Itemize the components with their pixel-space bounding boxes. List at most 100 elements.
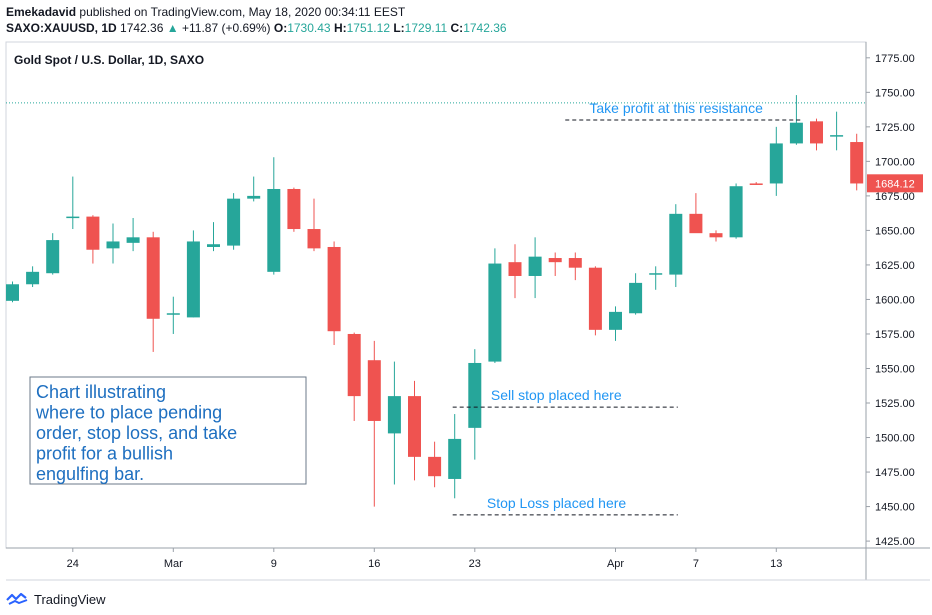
candle-body[interactable] <box>166 313 180 315</box>
candle-body[interactable] <box>6 284 19 301</box>
candle-body[interactable] <box>267 188 281 272</box>
note-text-line: where to place pending <box>35 403 222 423</box>
symbol-label: SAXO:XAUUSD, 1D <box>6 21 117 35</box>
brand-label[interactable]: TradingView <box>34 591 106 607</box>
candle-body[interactable] <box>287 188 301 230</box>
low-label: L: <box>393 21 405 35</box>
candle-body[interactable] <box>850 142 864 184</box>
price-change: +11.87 (+0.69%) <box>182 21 271 35</box>
candle-body[interactable] <box>588 267 602 330</box>
y-tick-label: 1575.00 <box>875 329 915 341</box>
candle-body[interactable] <box>468 362 482 428</box>
candle-body[interactable] <box>548 258 562 263</box>
y-tick-label: 1725.00 <box>875 122 915 134</box>
y-tick-label: 1675.00 <box>875 191 915 203</box>
y-tick-label: 1625.00 <box>875 260 915 272</box>
candle-body[interactable] <box>428 456 442 477</box>
ohlc-line: SAXO:XAUUSD, 1D 1742.36 ▲ +11.87 (+0.69%… <box>6 20 507 36</box>
y-tick-label: 1450.00 <box>875 502 915 514</box>
x-tick-label: Apr <box>607 558 624 570</box>
candle-body[interactable] <box>749 183 763 185</box>
close-value: 1742.36 <box>463 21 507 35</box>
note-text-line: order, stop loss, and take <box>36 423 237 443</box>
x-tick-label: Mar <box>164 558 183 570</box>
candle-body[interactable] <box>327 246 341 332</box>
open-value: 1730.43 <box>287 21 331 35</box>
footer: TradingView <box>6 588 106 610</box>
author-name[interactable]: Emekadavid <box>6 5 77 19</box>
candle-body[interactable] <box>387 396 401 434</box>
sell-stop-label: Sell stop placed here <box>491 387 622 403</box>
candle-body[interactable] <box>568 258 582 268</box>
stop-loss-label: Stop Loss placed here <box>487 495 627 511</box>
x-tick-label: 13 <box>770 558 782 570</box>
low-value: 1729.11 <box>404 21 448 35</box>
candle-body[interactable] <box>247 195 261 199</box>
y-tick-label: 1525.00 <box>875 398 915 410</box>
candle-body[interactable] <box>649 273 663 275</box>
chart-header: Emekadavid published on TradingView.com,… <box>6 4 507 36</box>
note-text: Chart illustrating where to place pending… <box>35 382 237 484</box>
x-tick-label: 9 <box>271 558 277 570</box>
candle-body[interactable] <box>307 229 321 249</box>
y-tick-label: 1500.00 <box>875 433 915 445</box>
x-tick-label: 24 <box>67 558 79 570</box>
candle-body[interactable] <box>66 216 80 219</box>
last-price-tag-label: 1684.12 <box>875 178 915 190</box>
candle-body[interactable] <box>347 333 361 397</box>
candle-body[interactable] <box>86 216 100 250</box>
y-tick-label: 1775.00 <box>875 53 915 65</box>
take-profit-label: Take profit at this resistance <box>589 100 763 116</box>
note-text-line: engulfing bar. <box>36 464 144 484</box>
note-text-line: profit for a bullish <box>36 444 173 464</box>
y-tick-label: 1425.00 <box>875 536 915 548</box>
candle-body[interactable] <box>146 237 160 319</box>
note-box[interactable] <box>29 376 307 485</box>
candle-body[interactable] <box>408 396 421 457</box>
candle-body[interactable] <box>367 360 381 421</box>
candle-body[interactable] <box>609 311 622 330</box>
open-label: O: <box>273 21 288 35</box>
high-value: 1751.12 <box>346 21 390 35</box>
candle-body[interactable] <box>488 263 502 362</box>
candle-body[interactable] <box>126 237 140 243</box>
candle-body[interactable] <box>729 186 743 238</box>
candle-body[interactable] <box>669 213 683 275</box>
y-tick-label: 1600.00 <box>875 294 915 306</box>
candle-body[interactable] <box>26 271 40 285</box>
candle-body[interactable] <box>810 121 823 144</box>
tradingview-logo-icon[interactable] <box>6 592 30 606</box>
candle-body[interactable] <box>46 240 60 274</box>
publish-line: Emekadavid published on TradingView.com,… <box>6 4 507 20</box>
last-price-tag <box>867 174 923 193</box>
y-tick-label: 1550.00 <box>875 363 915 375</box>
candle-body[interactable] <box>709 233 723 238</box>
candle-body[interactable] <box>207 244 220 247</box>
candle-body[interactable] <box>830 135 844 137</box>
note-text-line: Chart illustrating <box>36 382 166 402</box>
up-arrow-icon: ▲ <box>166 21 179 35</box>
y-tick-label: 1475.00 <box>875 467 915 479</box>
high-label: H: <box>333 21 347 35</box>
x-tick-label: 23 <box>469 558 481 570</box>
candle-body[interactable] <box>528 256 542 276</box>
candle-body[interactable] <box>508 262 522 276</box>
candle-body[interactable] <box>448 438 462 479</box>
candle-body[interactable] <box>789 122 803 144</box>
y-tick-label: 1750.00 <box>875 87 915 99</box>
candle-body[interactable] <box>106 241 120 249</box>
last-price: 1742.36 <box>120 21 164 35</box>
published-text: published on TradingView.com, May 18, 20… <box>79 5 406 19</box>
y-tick-label: 1700.00 <box>875 156 915 168</box>
y-tick-label: 1650.00 <box>875 225 915 237</box>
close-label: C: <box>450 21 464 35</box>
x-tick-label: 7 <box>693 558 699 570</box>
candle-body[interactable] <box>769 143 783 184</box>
chart-title: Gold Spot / U.S. Dollar, 1D, SAXO <box>14 53 204 67</box>
candle-body[interactable] <box>186 241 200 318</box>
candle-body[interactable] <box>689 213 703 234</box>
candle-body[interactable] <box>629 282 643 314</box>
candle-body[interactable] <box>227 198 241 246</box>
x-tick-label: 16 <box>368 558 380 570</box>
